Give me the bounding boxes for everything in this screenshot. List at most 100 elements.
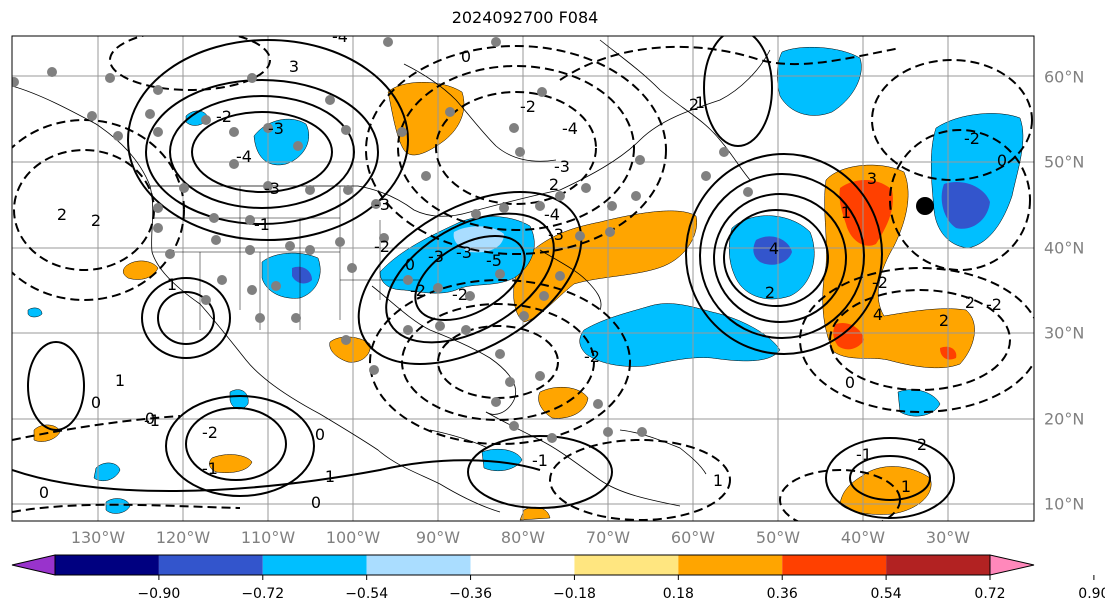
contour-label: 1 xyxy=(713,471,723,490)
colorbar-segment xyxy=(366,555,471,575)
contour-label: 0 xyxy=(405,255,415,274)
longitude-label: 100°W xyxy=(325,528,381,547)
colorbar-segment xyxy=(262,555,367,575)
colorbar-segment xyxy=(886,555,990,575)
colorbar xyxy=(11,554,1095,580)
longitude-label: 130°W xyxy=(70,528,126,547)
longitude-label: 80°W xyxy=(500,528,546,547)
contour-label: -4 xyxy=(236,147,252,166)
contour-label: 2 xyxy=(549,175,559,194)
longitude-label: 120°W xyxy=(155,528,211,547)
contour-label: 2 xyxy=(689,95,699,114)
colorbar-label: −0.72 xyxy=(241,586,285,602)
longitude-label: 40°W xyxy=(840,528,886,547)
colorbar-segment xyxy=(55,555,159,575)
colorbar-label: 0.54 xyxy=(870,586,902,602)
latitude-label: 60°N xyxy=(1044,67,1085,87)
contour-label: -4 xyxy=(332,27,348,46)
colorbar-label: 0.90 xyxy=(1078,586,1105,602)
contour-label: -4 xyxy=(562,119,578,138)
colorbar-segment xyxy=(782,555,887,575)
contour-label: 0 xyxy=(315,425,325,444)
latitude-label: 50°N xyxy=(1044,152,1085,172)
contour-label: -3 xyxy=(456,243,472,262)
contour-label: -3 xyxy=(554,157,570,176)
longitude-label: 90°W xyxy=(415,528,461,547)
graticule xyxy=(12,36,1034,521)
contour-label: 1 xyxy=(901,477,911,496)
contour-label: -2 xyxy=(520,97,536,116)
longitude-label: 110°W xyxy=(240,528,296,547)
contour-label: 0 xyxy=(145,409,155,428)
colorbar-segment xyxy=(678,555,783,575)
contour-label: -1 xyxy=(856,445,872,464)
contour-label: 2 xyxy=(939,311,949,330)
contour-label: -2 xyxy=(872,273,888,292)
contour-label: -4 xyxy=(544,205,560,224)
contour-label: -1 xyxy=(532,451,548,470)
colorbar-label: −0.18 xyxy=(552,586,596,602)
contour-label: 0 xyxy=(845,373,855,392)
contour-label: 0 xyxy=(39,483,49,502)
longitude-label: 60°W xyxy=(670,528,716,547)
contour-label: -3 xyxy=(268,119,284,138)
contour-label: -3 xyxy=(264,179,280,198)
contour-label: -3 xyxy=(548,225,564,244)
contour-label: -2 xyxy=(986,295,1002,314)
colorbar-label: 0.36 xyxy=(766,586,798,602)
latitude-label: 20°N xyxy=(1044,409,1085,429)
contour-label: 2 xyxy=(91,211,101,230)
contour-label: 3 xyxy=(867,169,877,188)
contour-label: -2 xyxy=(374,237,390,256)
target-point-marker xyxy=(916,197,934,215)
latitude-label: 30°N xyxy=(1044,323,1085,343)
contour-label: -1 xyxy=(202,459,218,478)
colorbar-segment xyxy=(574,555,679,575)
contour-label: 1 xyxy=(167,275,177,294)
contour-label: 2 xyxy=(917,435,927,454)
map-title: 2024092700 F084 xyxy=(451,8,599,27)
contour-label: 0 xyxy=(461,47,471,66)
contour-label: -3 xyxy=(374,195,390,214)
contour-label: 1 xyxy=(115,371,125,390)
longitude-label: 70°W xyxy=(585,528,631,547)
contour-label: 1 xyxy=(695,93,705,112)
contour-label: -2 xyxy=(964,129,980,148)
contour-label: -3 xyxy=(428,247,444,266)
contour-label: -2 xyxy=(202,423,218,442)
contour-label: -2 xyxy=(584,347,600,366)
colorbar-label: 0.18 xyxy=(662,586,694,602)
contour-label: 1 xyxy=(841,203,851,222)
latitude-label: 10°N xyxy=(1044,494,1085,514)
longitude-label: 30°W xyxy=(925,528,971,547)
contour-label: 4 xyxy=(873,305,883,324)
contour-label: -2 xyxy=(452,285,468,304)
contour-label: 3 xyxy=(289,57,299,76)
contour-label: 2 xyxy=(965,293,975,312)
contour-labels: -43-2-3-4-32-1-3 -3 -5-22-3-4-2-4-320-3-20… xyxy=(39,27,1007,512)
colorbar-label: −0.54 xyxy=(345,586,389,602)
negative-contours xyxy=(12,36,1034,521)
colorbar-outline xyxy=(54,554,991,576)
contour-label: -2 xyxy=(216,107,232,126)
contour-label: -2 xyxy=(410,281,426,300)
contour-label: 4 xyxy=(769,239,779,258)
map-frame xyxy=(11,35,1035,522)
longitude-label: 50°W xyxy=(755,528,801,547)
colorbar-label: 0.72 xyxy=(974,586,1006,602)
contour-label: 1 xyxy=(325,467,335,486)
contour-label: 2 xyxy=(57,205,67,224)
colorbar-extend-low xyxy=(11,554,56,576)
colorbar-extend-high xyxy=(989,554,1035,576)
latitude-label: 40°N xyxy=(1044,238,1085,258)
contour-label: -5 xyxy=(486,251,502,270)
contour-label: 0 xyxy=(91,393,101,412)
contour-label: 2 xyxy=(765,283,775,302)
contour-label: -1 xyxy=(254,215,270,234)
colorbar-label: −0.36 xyxy=(449,586,492,602)
contour-label: 0 xyxy=(997,151,1007,170)
colorbar-label: −0.90 xyxy=(137,586,181,602)
station-dots xyxy=(12,37,753,443)
colorbar-segment xyxy=(158,555,263,575)
